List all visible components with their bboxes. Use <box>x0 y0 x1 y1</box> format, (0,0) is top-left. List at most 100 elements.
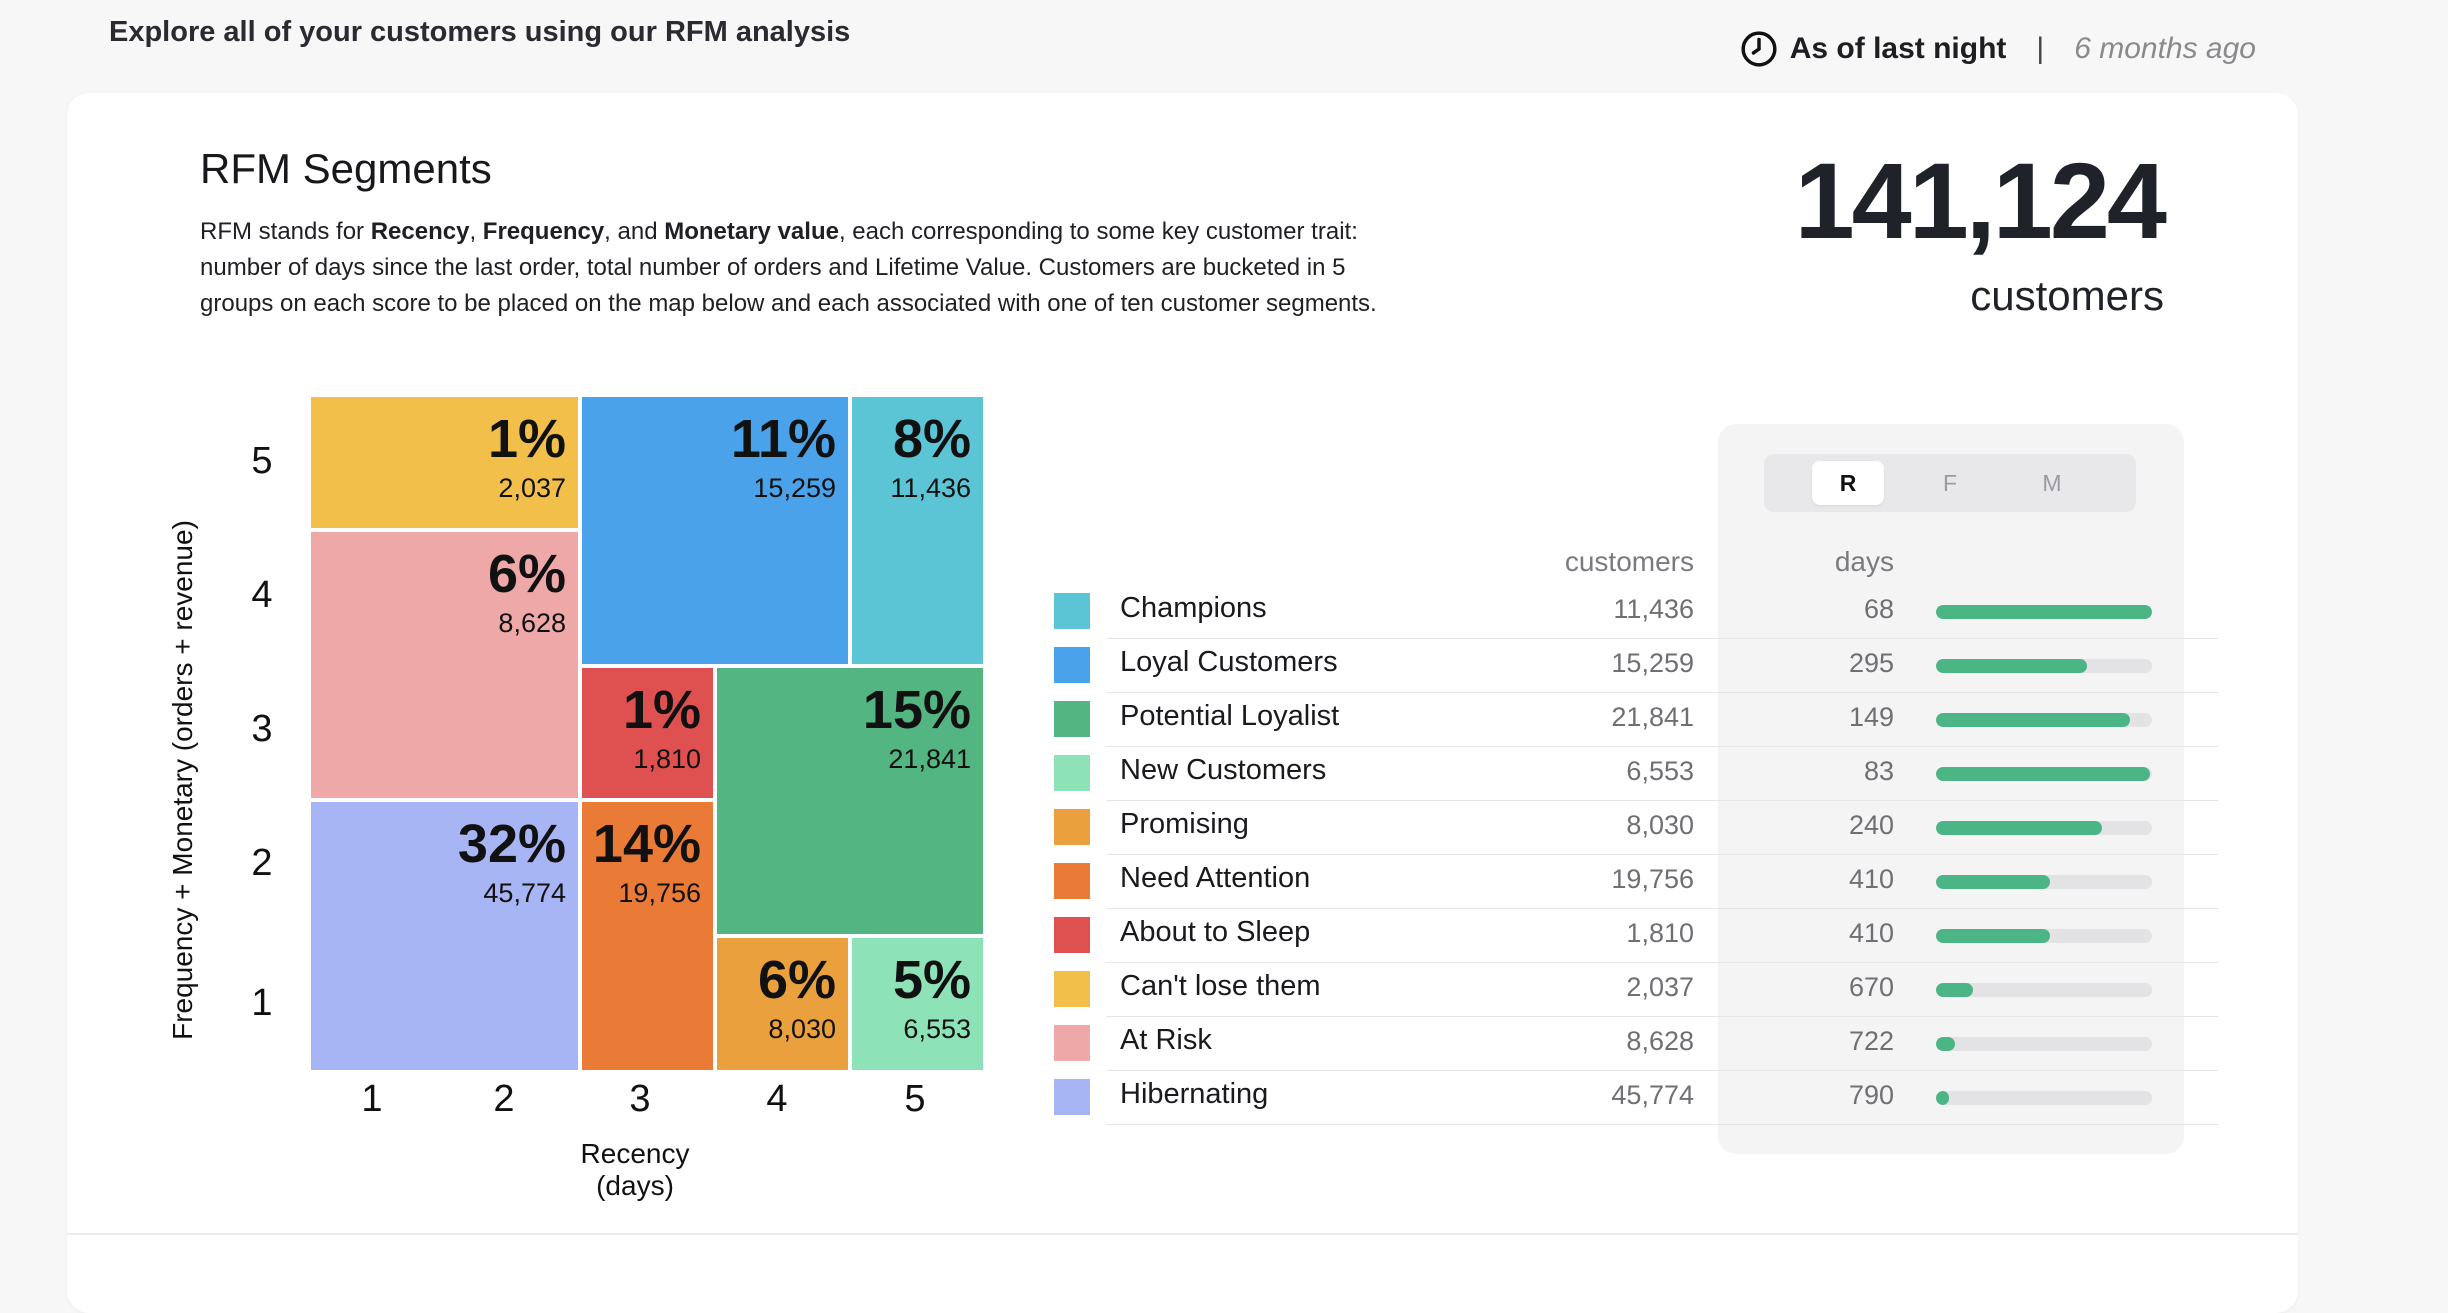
segment-swatch <box>1054 971 1090 1007</box>
segment-name: Hibernating <box>1120 1078 1269 1110</box>
x-tick: 1 <box>361 1078 383 1120</box>
rfm-tile-promising[interactable]: 6% 8,030 <box>717 938 848 1070</box>
tile-percent: 6% <box>487 544 566 604</box>
total-customers-value: 141,124 <box>1794 140 2167 261</box>
row-divider <box>1106 1070 2218 1071</box>
days-bar <box>1936 605 2152 619</box>
segment-customers: 2,037 <box>1626 972 1694 1002</box>
card-description: RFM stands for Recency, Frequency, and M… <box>200 218 1377 317</box>
segment-name: About to Sleep <box>1120 916 1311 948</box>
segment-swatch <box>1054 755 1090 791</box>
rfm-tile-at-risk[interactable]: 6% 8,628 <box>311 532 578 798</box>
y-tick: 2 <box>251 842 273 884</box>
relative-time: 6 months ago <box>2074 32 2256 65</box>
days-bar <box>1936 659 2152 673</box>
days-bar-fill <box>1936 1037 1956 1051</box>
tile-percent: 6% <box>757 950 836 1010</box>
days-bar <box>1936 767 2152 781</box>
segment-row[interactable]: Need Attention 19,756 410 <box>1054 855 2218 909</box>
segment-name: Potential Loyalist <box>1120 700 1340 732</box>
segment-name: Can't lose them <box>1120 970 1321 1002</box>
toggle-f[interactable]: F <box>1942 470 1958 496</box>
tile-count: 1,810 <box>633 744 701 774</box>
tile-count: 2,037 <box>498 473 566 503</box>
rfm-tile-loyal-customers[interactable]: 11% 15,259 <box>582 397 848 664</box>
segment-name: Champions <box>1120 592 1267 624</box>
segment-name: At Risk <box>1120 1024 1212 1056</box>
days-bar <box>1936 929 2152 943</box>
segment-customers: 19,756 <box>1611 864 1694 894</box>
tile-percent: 8% <box>892 409 971 469</box>
tile-percent: 15% <box>862 680 971 740</box>
days-bar-fill <box>1936 821 2103 835</box>
tile-count: 45,774 <box>483 878 566 908</box>
days-bar-fill <box>1936 929 2051 943</box>
as-of-label: As of last night <box>1789 32 2007 65</box>
tile-count: 8,628 <box>498 608 566 638</box>
segment-customers: 15,259 <box>1611 648 1694 678</box>
days-bar <box>1936 713 2152 727</box>
days-bar <box>1936 983 2152 997</box>
segment-row[interactable]: Can't lose them 2,037 670 <box>1054 963 2218 1017</box>
column-header-days: days <box>1834 546 1894 577</box>
tile-count: 11,436 <box>890 473 971 503</box>
rfm-tile-need-attention[interactable]: 14% 19,756 <box>582 802 713 1070</box>
segment-customers: 6,553 <box>1626 756 1694 786</box>
days-bar <box>1936 875 2152 889</box>
tile-percent: 11% <box>730 409 836 469</box>
segment-row[interactable]: Loyal Customers 15,259 295 <box>1054 639 2218 693</box>
separator: | <box>2036 32 2045 65</box>
column-header-customers: customers <box>1564 546 1694 577</box>
card-title: RFM Segments <box>200 145 492 192</box>
tile-percent: 1% <box>622 680 701 740</box>
row-divider <box>1106 962 2218 963</box>
segment-days: 149 <box>1848 702 1894 732</box>
segment-row[interactable]: New Customers 6,553 83 <box>1054 747 2218 801</box>
segment-days: 790 <box>1848 1080 1894 1110</box>
segment-days: 722 <box>1848 1026 1894 1056</box>
segment-name: Need Attention <box>1120 862 1311 894</box>
rfm-tile-cant-lose-them[interactable]: 1% 2,037 <box>311 397 578 528</box>
segment-row[interactable]: Potential Loyalist 21,841 149 <box>1054 693 2218 747</box>
x-tick: 4 <box>766 1078 788 1120</box>
segment-row[interactable]: Champions 11,436 68 <box>1054 585 2218 639</box>
segment-row[interactable]: Hibernating 45,774 790 <box>1054 1071 2218 1125</box>
row-divider <box>1106 1016 2218 1017</box>
x-tick: 3 <box>629 1078 651 1120</box>
segment-customers: 45,774 <box>1611 1080 1694 1110</box>
segment-days: 295 <box>1848 648 1894 678</box>
days-bar-fill <box>1936 605 2152 619</box>
days-bar-fill <box>1936 1091 1949 1105</box>
segment-days: 410 <box>1848 864 1894 894</box>
segment-days: 68 <box>1863 594 1894 624</box>
rfm-tile-champions[interactable]: 8% 11,436 <box>852 397 983 664</box>
toggle-r[interactable]: R <box>1812 461 1884 505</box>
rfm-tile-about-to-sleep[interactable]: 1% 1,810 <box>582 668 713 798</box>
rfm-tile-new-customers[interactable]: 5% 6,553 <box>852 938 983 1070</box>
row-divider <box>1106 692 2218 693</box>
rfm-tile-hibernating[interactable]: 32% 45,774 <box>311 802 578 1070</box>
segment-days: 83 <box>1863 756 1894 786</box>
y-tick: 3 <box>251 708 273 750</box>
rfm-metric-toggle: R F M <box>1764 454 2136 512</box>
clock-icon <box>1741 31 1777 67</box>
page-heading: Explore all of your customers using our … <box>109 16 851 48</box>
days-bar-fill <box>1936 875 2051 889</box>
segment-row[interactable]: About to Sleep 1,810 410 <box>1054 909 2218 963</box>
segment-customers: 21,841 <box>1611 702 1694 732</box>
toggle-m[interactable]: M <box>2042 470 2062 496</box>
segment-swatch <box>1054 1079 1090 1115</box>
y-tick: 5 <box>251 440 273 482</box>
tile-percent: 14% <box>592 814 701 874</box>
tile-percent: 1% <box>487 409 566 469</box>
row-divider <box>1106 746 2218 747</box>
segment-row[interactable]: At Risk 8,628 722 <box>1054 1017 2218 1071</box>
y-tick: 1 <box>251 982 273 1024</box>
total-customers-label: customers <box>1970 272 2164 319</box>
segment-row[interactable]: Promising 8,030 240 <box>1054 801 2218 855</box>
days-bar <box>1936 1091 2152 1105</box>
days-bar-fill <box>1936 659 2088 673</box>
segment-days: 410 <box>1848 918 1894 948</box>
days-bar <box>1936 821 2152 835</box>
rfm-tile-potential-loyalist[interactable]: 15% 21,841 <box>717 668 983 934</box>
